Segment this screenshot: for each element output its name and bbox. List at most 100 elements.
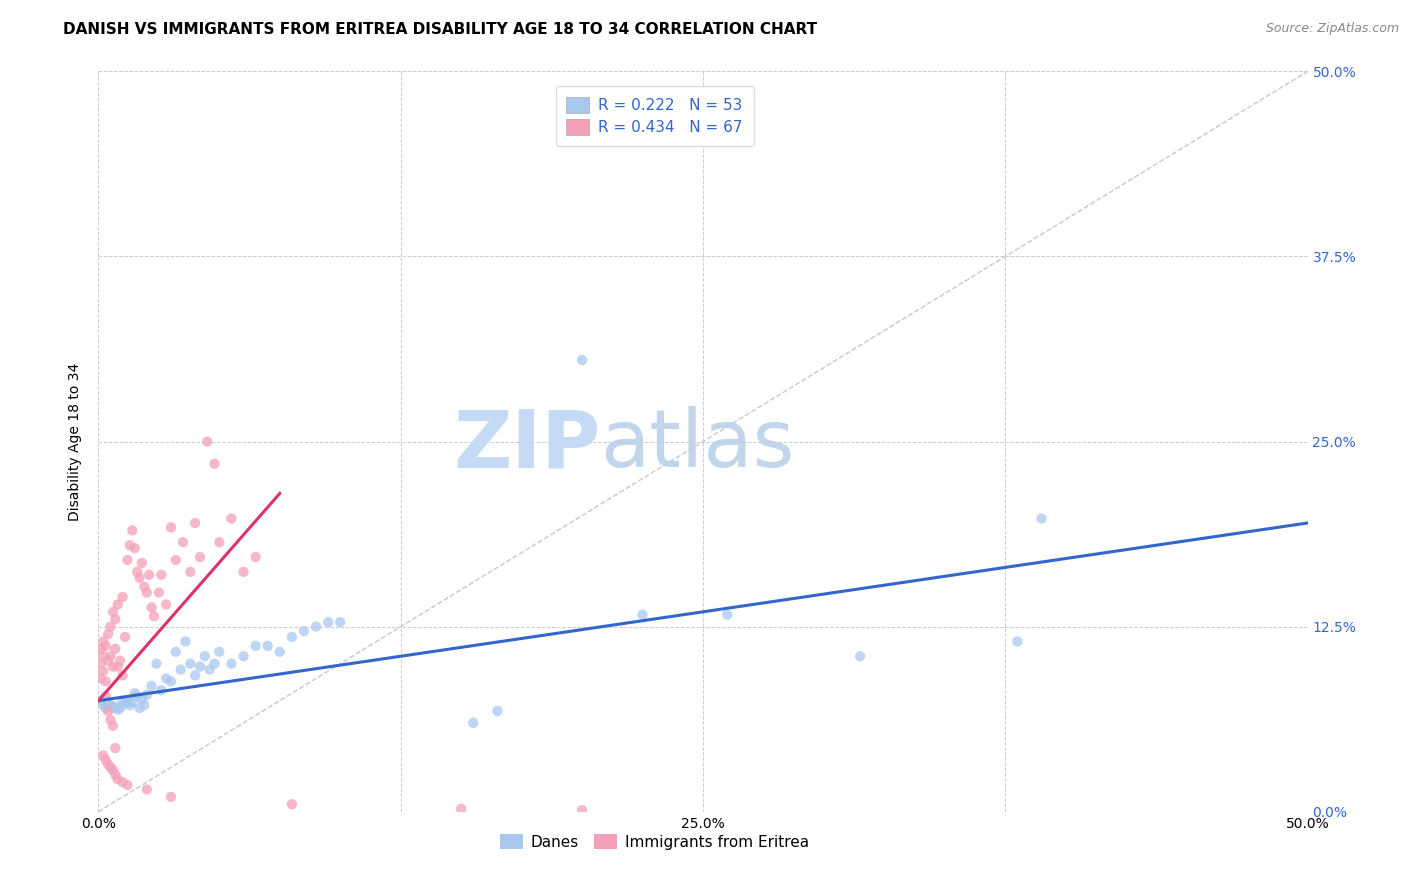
Point xyxy=(148,585,170,599)
Point xyxy=(179,657,201,671)
Point xyxy=(91,649,114,664)
Point xyxy=(571,803,593,817)
Point xyxy=(97,654,120,668)
Point xyxy=(316,615,339,630)
Point xyxy=(128,571,150,585)
Point xyxy=(571,353,593,368)
Text: atlas: atlas xyxy=(600,406,794,484)
Point xyxy=(91,634,114,648)
Point xyxy=(101,659,124,673)
Point xyxy=(194,649,217,664)
Point xyxy=(174,634,197,648)
Y-axis label: Disability Age 18 to 34: Disability Age 18 to 34 xyxy=(69,362,83,521)
Point xyxy=(188,549,211,564)
Point xyxy=(90,672,112,686)
Point xyxy=(111,775,134,789)
Point xyxy=(160,789,183,804)
Point xyxy=(100,649,122,664)
Point xyxy=(155,672,177,686)
Point xyxy=(127,565,149,579)
Point xyxy=(145,657,167,671)
Point xyxy=(221,511,243,525)
Point xyxy=(107,772,129,786)
Point xyxy=(101,605,124,619)
Point xyxy=(94,674,117,689)
Point xyxy=(179,565,201,579)
Point xyxy=(292,624,315,638)
Point xyxy=(107,702,129,716)
Point xyxy=(97,697,120,711)
Point xyxy=(232,649,254,664)
Point xyxy=(165,645,187,659)
Point xyxy=(100,619,122,633)
Point xyxy=(631,607,654,622)
Point xyxy=(100,760,122,774)
Point xyxy=(184,668,207,682)
Point xyxy=(305,619,328,633)
Point xyxy=(141,679,163,693)
Point xyxy=(104,641,127,656)
Point xyxy=(245,549,267,564)
Point xyxy=(100,698,122,712)
Point xyxy=(91,748,114,763)
Point xyxy=(172,535,194,549)
Text: DANISH VS IMMIGRANTS FROM ERITREA DISABILITY AGE 18 TO 34 CORRELATION CHART: DANISH VS IMMIGRANTS FROM ERITREA DISABI… xyxy=(63,22,817,37)
Point xyxy=(198,663,221,677)
Point xyxy=(90,657,112,671)
Point xyxy=(118,698,141,712)
Point xyxy=(114,630,136,644)
Point xyxy=(101,701,124,715)
Point xyxy=(221,657,243,671)
Point xyxy=(281,630,304,644)
Point xyxy=(111,590,134,604)
Point xyxy=(160,674,183,689)
Point xyxy=(135,585,157,599)
Point xyxy=(150,683,173,698)
Point xyxy=(1007,634,1029,648)
Legend: Danes, Immigrants from Eritrea: Danes, Immigrants from Eritrea xyxy=(494,828,815,856)
Point xyxy=(107,659,129,673)
Point xyxy=(117,694,139,708)
Point xyxy=(104,612,127,626)
Point xyxy=(281,797,304,812)
Point xyxy=(160,520,183,534)
Point xyxy=(127,690,149,704)
Point xyxy=(208,645,231,659)
Point xyxy=(124,541,146,556)
Point xyxy=(90,694,112,708)
Point xyxy=(91,698,114,712)
Point xyxy=(101,764,124,778)
Point xyxy=(135,688,157,702)
Point xyxy=(97,757,120,772)
Point xyxy=(94,639,117,653)
Point xyxy=(269,645,291,659)
Point xyxy=(131,692,153,706)
Point xyxy=(165,553,187,567)
Point xyxy=(155,598,177,612)
Text: Source: ZipAtlas.com: Source: ZipAtlas.com xyxy=(1265,22,1399,36)
Point xyxy=(245,639,267,653)
Point xyxy=(716,607,738,622)
Point xyxy=(169,663,191,677)
Point xyxy=(100,713,122,727)
Point xyxy=(128,701,150,715)
Point xyxy=(188,659,211,673)
Point xyxy=(131,556,153,570)
Point xyxy=(208,535,231,549)
Point xyxy=(232,565,254,579)
Point xyxy=(256,639,278,653)
Text: ZIP: ZIP xyxy=(453,406,600,484)
Point xyxy=(104,699,127,714)
Point xyxy=(94,753,117,767)
Point xyxy=(91,664,114,678)
Point xyxy=(108,701,131,715)
Point xyxy=(486,704,509,718)
Point xyxy=(121,695,143,709)
Point xyxy=(117,553,139,567)
Point xyxy=(97,627,120,641)
Point xyxy=(450,802,472,816)
Point xyxy=(104,767,127,781)
Point xyxy=(111,668,134,682)
Point xyxy=(134,580,156,594)
Point xyxy=(195,434,218,449)
